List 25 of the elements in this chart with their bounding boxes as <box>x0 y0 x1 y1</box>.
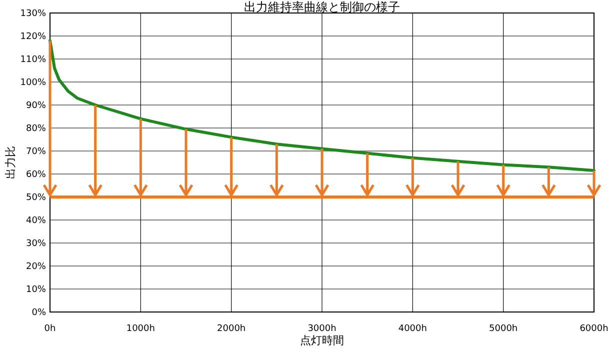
x-tick-label: 3000h <box>308 324 336 334</box>
y-tick-label: 120% <box>20 32 46 42</box>
y-tick-label: 80% <box>26 124 46 134</box>
x-tick-label: 5000h <box>489 324 518 334</box>
y-axis-title: 出力比 <box>4 146 17 179</box>
x-tick-label: 6000h <box>580 324 608 334</box>
y-tick-label: 110% <box>20 55 46 65</box>
line-series <box>48 39 596 172</box>
x-tick-label: 1000h <box>126 324 155 334</box>
y-tick-label: 0% <box>32 308 46 318</box>
x-axis-title: 点灯時間 <box>300 334 344 347</box>
y-tick-label: 10% <box>26 285 46 295</box>
y-tick-label: 30% <box>26 239 46 249</box>
y-tick-label: 130% <box>20 9 46 19</box>
y-tick-label: 70% <box>26 147 46 157</box>
y-tick-label: 90% <box>26 101 46 111</box>
y-tick-label: 50% <box>26 193 46 203</box>
y-tick-label: 60% <box>26 170 46 180</box>
y-tick-label: 20% <box>26 262 46 272</box>
chart-title: 出力維持率曲線と制御の様子 <box>244 0 400 14</box>
x-tick-label: 0h <box>44 324 56 334</box>
x-tick-label: 4000h <box>398 324 427 334</box>
y-tick-label: 40% <box>26 216 46 226</box>
y-tick-label: 100% <box>20 78 46 88</box>
x-tick-label: 2000h <box>217 324 246 334</box>
